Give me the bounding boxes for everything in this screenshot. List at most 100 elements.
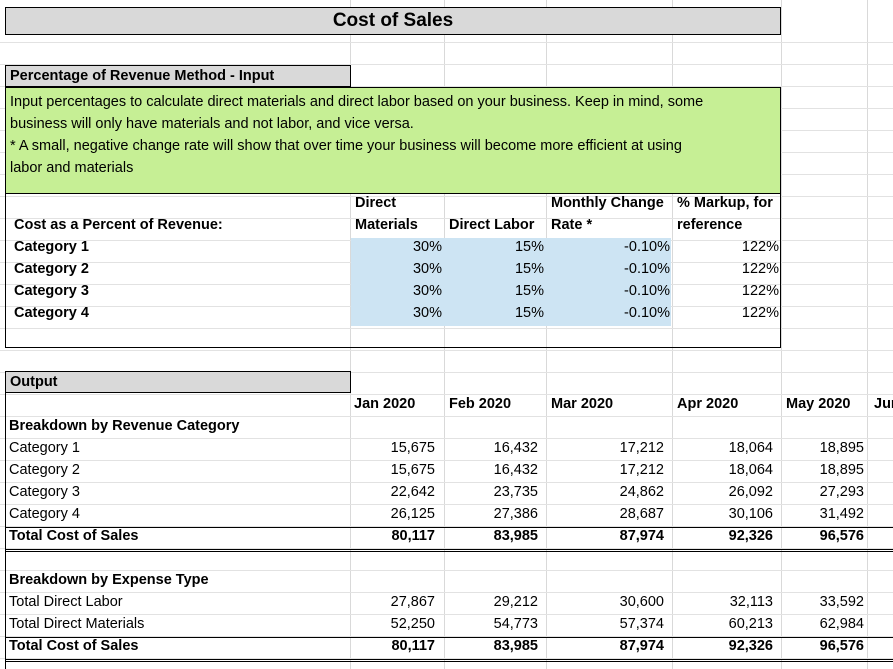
gridline	[0, 328, 893, 329]
expense-row-value: 29,212	[493, 594, 538, 610]
gridline	[0, 438, 893, 439]
gridline	[0, 482, 893, 483]
revenue-row-value: 26,092	[728, 484, 773, 500]
col-header-markup-1: % Markup, for	[677, 195, 773, 211]
input-cell-dl: 15%	[514, 239, 544, 255]
col-header-direct-labor: Direct Labor	[449, 217, 535, 233]
revenue-row-value: 18,064	[728, 462, 773, 478]
gridline	[0, 636, 893, 637]
month-header: Mar 2020	[551, 396, 614, 412]
expense-row-value: 57,374	[619, 616, 664, 632]
month-header: Jur	[874, 396, 893, 412]
revenue-row-label: Category 2	[9, 462, 80, 478]
expense-row-value: 30,600	[619, 594, 664, 610]
input-row-label: Cost as a Percent of Revenue:	[14, 217, 223, 233]
gridline	[0, 86, 893, 87]
gridline	[0, 548, 893, 549]
input-cell-mk: 122%	[741, 283, 779, 299]
revenue-row-value: 30,106	[728, 506, 773, 522]
category-label: Category 3	[14, 283, 89, 299]
gridline	[0, 64, 893, 65]
gridline	[0, 460, 893, 461]
input-cell-dm: 30%	[412, 305, 442, 321]
month-header: Jan 2020	[354, 396, 416, 412]
note-line: * A small, negative change rate will sho…	[10, 138, 682, 154]
note-line: Input percentages to calculate direct ma…	[10, 94, 704, 110]
note-line: labor and materials	[10, 160, 134, 176]
gridline	[0, 504, 893, 505]
input-table-frame	[5, 194, 781, 348]
revenue-breakdown-title: Breakdown by Revenue Category	[9, 418, 240, 434]
gridline	[0, 218, 893, 219]
gridline	[0, 196, 893, 197]
expense-total-value: 80,117	[391, 638, 435, 654]
category-label: Category 2	[14, 261, 89, 277]
expense-row-label: Total Direct Materials	[9, 616, 145, 632]
revenue-row-value: 16,432	[493, 462, 538, 478]
col-header-direct-materials-1: Direct	[355, 195, 397, 211]
gridline	[0, 614, 893, 615]
input-cell-dm: 30%	[412, 261, 442, 277]
col-header-monthly-change-1: Monthly Change	[551, 195, 664, 211]
revenue-total-value: 80,117	[391, 528, 435, 544]
input-cells-area	[351, 238, 671, 326]
expense-total-value: 87,974	[619, 638, 664, 654]
gridline	[0, 372, 893, 373]
expense-row-value: 52,250	[390, 616, 435, 632]
input-cell-mc: -0.10%	[624, 239, 670, 255]
input-cell-mc: -0.10%	[624, 261, 670, 277]
output-left-border	[5, 393, 6, 669]
revenue-total-value: 92,326	[728, 528, 773, 544]
page-title: Cost of Sales	[332, 10, 454, 31]
input-cell-dm: 30%	[412, 283, 442, 299]
gridline	[0, 394, 893, 395]
revenue-row-label: Category 3	[9, 484, 80, 500]
revenue-row-value: 27,386	[493, 506, 538, 522]
total-bottom-border	[5, 549, 893, 552]
revenue-row-value: 28,687	[619, 506, 664, 522]
revenue-row-value: 15,675	[390, 440, 435, 456]
category-label: Category 1	[14, 239, 89, 255]
revenue-row-label: Category 1	[9, 440, 80, 456]
expense-row-value: 54,773	[493, 616, 538, 632]
gridline	[0, 350, 893, 351]
gridline	[0, 526, 893, 527]
month-header: Feb 2020	[449, 396, 512, 412]
revenue-total-label: Total Cost of Sales	[9, 528, 139, 544]
month-header: Apr 2020	[677, 396, 739, 412]
expense-total-value: 96,576	[819, 638, 864, 654]
revenue-row-value: 17,212	[619, 462, 664, 478]
note-line: business will only have materials and no…	[10, 116, 414, 132]
expense-total-label: Total Cost of Sales	[9, 638, 139, 654]
revenue-total-value: 96,576	[819, 528, 864, 544]
col-header-monthly-change-2: Rate *	[551, 217, 593, 233]
month-header: May 2020	[786, 396, 851, 412]
input-cell-dl: 15%	[514, 261, 544, 277]
revenue-row-value: 22,642	[390, 484, 435, 500]
col-header-markup-2: reference	[677, 217, 743, 233]
expense-row-value: 60,213	[728, 616, 773, 632]
total-top-border	[5, 637, 893, 638]
input-cell-dm: 30%	[412, 239, 442, 255]
gridline	[0, 42, 893, 43]
revenue-row-value: 27,293	[819, 484, 864, 500]
gridline	[0, 416, 893, 417]
expense-row-value: 32,113	[729, 594, 773, 610]
revenue-row-value: 18,895	[819, 462, 864, 478]
title-bar	[5, 7, 781, 35]
total-bottom-border	[5, 659, 893, 662]
input-cell-mk: 122%	[741, 305, 779, 321]
instructions-note: Input percentages to calculate direct ma…	[5, 87, 781, 194]
input-cell-dl: 15%	[514, 305, 544, 321]
input-cell-dl: 15%	[514, 283, 544, 299]
expense-row-value: 33,592	[819, 594, 864, 610]
expense-row-label: Total Direct Labor	[9, 594, 123, 610]
revenue-row-value: 26,125	[390, 506, 435, 522]
revenue-row-value: 17,212	[619, 440, 664, 456]
revenue-total-value: 83,985	[493, 528, 538, 544]
revenue-row-value: 18,064	[728, 440, 773, 456]
input-cell-mc: -0.10%	[624, 305, 670, 321]
gridline	[0, 592, 893, 593]
expense-total-value: 92,326	[728, 638, 773, 654]
total-top-border	[5, 527, 893, 528]
